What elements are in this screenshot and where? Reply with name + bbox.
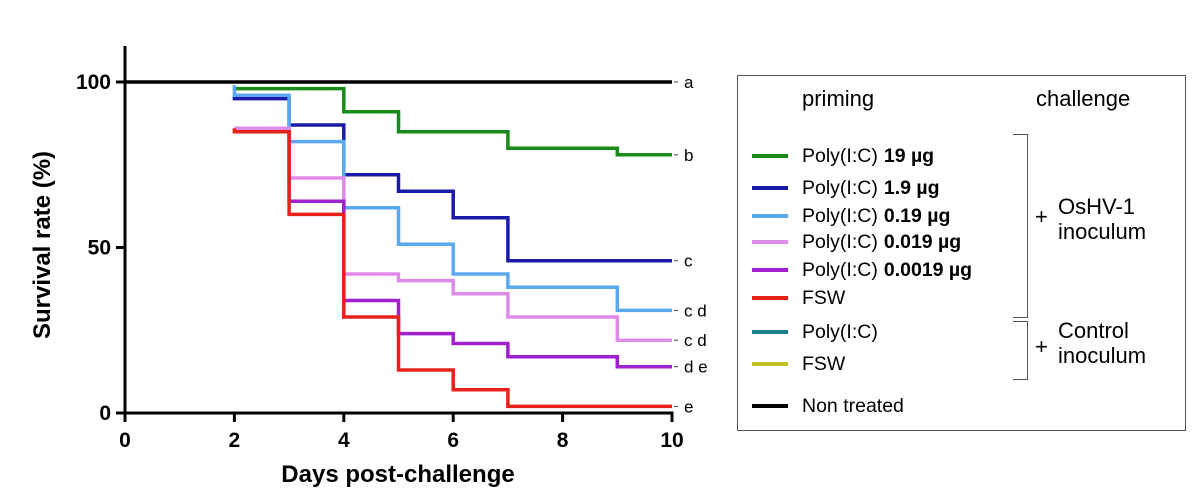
- legend-swatch: [752, 404, 788, 408]
- legend-priming-header: priming: [802, 86, 875, 111]
- series-line-6: [232, 128, 672, 409]
- legend-item: FSW: [752, 352, 845, 376]
- legend-item-name: Poly(I:C): [802, 258, 878, 281]
- legend-item-dose: 1.9 µg: [883, 176, 940, 199]
- x-tick-label: 4: [338, 429, 350, 452]
- legend-item: Poly(I:C): [752, 320, 878, 344]
- legend-challenge-header: challenge: [1036, 86, 1131, 111]
- legend-item-name: Poly(I:C): [802, 176, 878, 199]
- legend-item: Poly(I:C) 0.19 µg: [752, 204, 950, 228]
- group-letter-1: b: [684, 146, 693, 165]
- group-letter-2: c: [684, 252, 693, 271]
- group-letters: a b c c d c d d e e: [674, 73, 708, 416]
- legend-swatch: [752, 240, 788, 244]
- x-tick-label: 8: [557, 429, 569, 452]
- legend-item-dose: 19 µg: [883, 144, 935, 167]
- series-line-3: [232, 85, 672, 313]
- legend-item: FSW: [752, 286, 845, 310]
- legend-swatch: [752, 296, 788, 300]
- group-letter-0: a: [684, 73, 694, 92]
- group-letter-3: c d: [684, 301, 707, 320]
- legend-item-dose: 0.0019 µg: [883, 258, 973, 281]
- legend-item-name: FSW: [802, 352, 846, 375]
- control-bracket: [1013, 321, 1028, 380]
- group-letter-6: e: [684, 397, 693, 416]
- y-axis-title: Survival rate (%): [29, 151, 56, 339]
- legend-swatch: [752, 154, 788, 158]
- legend-swatch: [752, 330, 788, 334]
- chart-axes: 0 50 100 0 2 4 6 8 10: [76, 46, 684, 452]
- y-tick-label: 50: [88, 237, 111, 260]
- legend-item: Poly(I:C) 1.9 µg: [752, 176, 940, 200]
- oshv-bracket: [1013, 134, 1028, 318]
- x-tick-label: 2: [229, 429, 241, 452]
- group-letter-5: d e: [684, 358, 708, 377]
- series-line-4: [234, 126, 672, 342]
- legend-item: Poly(I:C) 19 µg: [752, 144, 934, 168]
- legend-item-name: Poly(I:C): [802, 320, 878, 343]
- control-label-line1: Control: [1058, 318, 1129, 343]
- oshv-label: OsHV-1 inoculum: [1058, 194, 1146, 244]
- legend-item-name: Poly(I:C): [802, 204, 878, 227]
- y-tick-label: 0: [99, 402, 111, 425]
- legend: priming challenge Poly(I:C) 19 µg Poly(I:C…: [737, 75, 1186, 431]
- series-line-5: [234, 129, 672, 369]
- control-label-line2: inoculum: [1058, 343, 1147, 368]
- control-label: Control inoculum: [1058, 318, 1146, 368]
- legend-item-name: Poly(I:C): [802, 230, 878, 253]
- x-tick-label: 10: [660, 429, 683, 452]
- legend-swatch: [752, 362, 788, 366]
- legend-item-name: FSW: [802, 286, 846, 309]
- x-tick-label: 6: [447, 429, 459, 452]
- oshv-label-line2: inoculum: [1058, 219, 1147, 244]
- x-tick-label: 0: [119, 429, 131, 452]
- legend-item-dose: 0.19 µg: [883, 204, 951, 227]
- chart-series: [125, 80, 672, 409]
- survival-chart: 0 50 100 0 2 4 6 8 10 a b c c d c d d e e Survival rat…: [29, 46, 708, 488]
- legend-item: Non treated: [752, 394, 904, 418]
- legend-swatch: [752, 214, 788, 218]
- legend-item-dose: 0.019 µg: [883, 230, 962, 253]
- oshv-plus: +: [1035, 204, 1048, 229]
- y-tick-label: 100: [76, 71, 111, 94]
- series-line-1: [234, 86, 672, 157]
- x-axis-title: Days post-challenge: [281, 461, 514, 488]
- legend-item: Poly(I:C) 0.0019 µg: [752, 258, 972, 282]
- legend-item-name: Non treated: [802, 394, 904, 417]
- legend-item-name: Poly(I:C): [802, 144, 878, 167]
- group-letter-4: c d: [684, 331, 707, 350]
- legend-swatch: [752, 186, 788, 190]
- oshv-label-line1: OsHV-1: [1058, 194, 1136, 219]
- control-plus: +: [1035, 334, 1048, 359]
- legend-swatch: [752, 268, 788, 272]
- legend-item: Poly(I:C) 0.019 µg: [752, 230, 961, 254]
